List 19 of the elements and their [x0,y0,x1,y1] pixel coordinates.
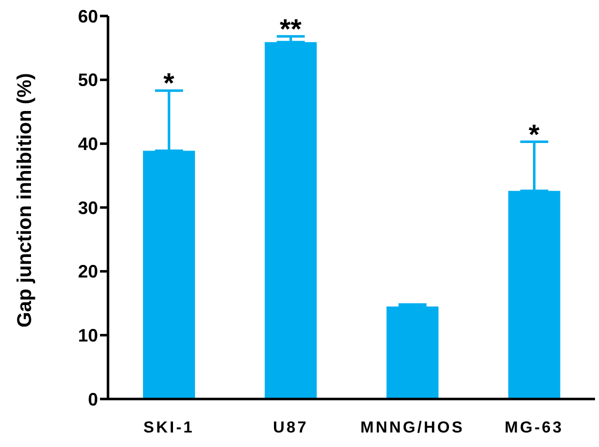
y-tick-label: 20 [78,262,98,282]
bar [386,306,438,399]
x-tick-label: MG-63 [504,419,564,436]
bar [508,190,560,399]
x-tick-label: SKI-1 [143,419,194,436]
y-tick-label: 30 [78,198,98,218]
x-tick-label: MNNG/HOS [360,419,464,436]
annotation: * [528,118,540,150]
y-tick-label: 60 [78,6,98,26]
y-tick-label: 10 [78,326,98,346]
bar [143,150,195,399]
y-axis-title: Gap junction inhibition (%) [14,73,36,328]
annotation: * [163,68,174,99]
bar [264,42,317,399]
y-tick-label: 40 [78,134,98,154]
y-tick-label: 50 [78,70,98,90]
annotation: ** [280,13,302,44]
y-tick-label: 0 [88,389,98,410]
x-tick-label: U87 [272,419,308,436]
